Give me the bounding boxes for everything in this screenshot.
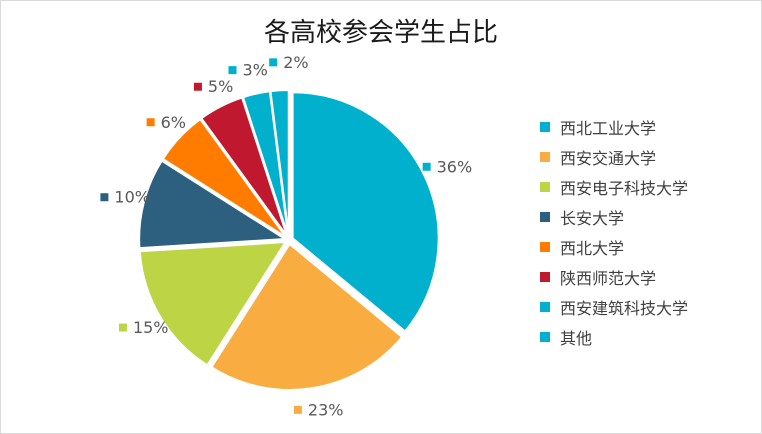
data-label-1: 36% [422, 157, 473, 176]
chart-legend: 西北工业大学 西安交通大学西安电子科技大学 长安大学西北大学陕西师范大学西安建筑科技… [540, 112, 750, 352]
data-label-text-2: 23% [308, 400, 344, 419]
legend-item: 西安电子科技大学 [540, 172, 750, 202]
data-label-marker-1 [422, 162, 431, 171]
legend-swatch [540, 182, 550, 192]
data-label-marker-6 [193, 82, 202, 91]
data-label-3: 15% [118, 318, 169, 337]
data-label-marker-3 [118, 323, 127, 332]
pie-slice-1 [291, 91, 440, 333]
data-label-marker-5 [146, 118, 155, 127]
data-label-text-3: 15% [133, 318, 169, 337]
chart-title: 各高校参会学生占比 [263, 18, 498, 48]
legend-label: 西北工业大学 [560, 119, 657, 138]
data-label-marker-4 [100, 193, 109, 202]
legend-label: 西安电子科技大学 [560, 179, 689, 198]
legend-item: 西北大学 [540, 232, 750, 262]
pie-slice-5 [161, 117, 287, 239]
data-label-text-7: 3% [242, 61, 267, 80]
pie-slice-8 [269, 89, 290, 237]
legend-label: 其他 [560, 329, 593, 348]
legend-swatch [540, 122, 550, 132]
legend-swatch [540, 302, 550, 312]
pie-slice-3 [138, 240, 288, 367]
data-label-4: 10% [100, 188, 150, 207]
legend-swatch [540, 242, 550, 252]
pie-slice-2 [210, 242, 404, 391]
data-label-text-6: 5% [208, 77, 233, 96]
legend-swatch [540, 272, 550, 282]
legend-label: 长安大学 [560, 209, 625, 228]
pie-slice-6 [199, 96, 289, 238]
legend-label: 陕西师范大学 [560, 269, 657, 288]
data-label-marker-7 [228, 66, 237, 75]
data-label-text-1: 36% [437, 157, 473, 176]
data-label-text-4: 10% [114, 188, 150, 207]
data-label-8: 2% [269, 53, 309, 72]
data-label-text-8: 2% [283, 53, 308, 72]
data-label-marker-2 [293, 405, 302, 414]
legend-item: 陕西师范大学 [540, 262, 750, 292]
legend-item: 长安大学 [540, 202, 750, 232]
data-label-marker-8 [269, 58, 278, 67]
data-label-2: 23% [293, 400, 344, 419]
legend-item: 西北工业大学 [540, 112, 750, 142]
legend-label: 西安建筑科技大学 [560, 299, 689, 318]
legend-swatch [540, 212, 550, 222]
legend-label: 西北大学 [560, 239, 625, 258]
pie-slice-4 [138, 159, 289, 250]
legend-swatch [540, 152, 550, 162]
data-label-7: 3% [228, 61, 268, 80]
legend-item: 西安交通大学 [540, 142, 750, 172]
data-label-text-5: 6% [161, 113, 186, 132]
legend-item: 西安建筑科技大学 [540, 292, 750, 322]
legend-label: 西安交通大学 [560, 149, 657, 168]
data-label-5: 6% [146, 113, 186, 132]
data-label-6: 5% [193, 77, 233, 96]
legend-swatch [540, 332, 550, 342]
legend-item: 其他 [540, 322, 750, 352]
